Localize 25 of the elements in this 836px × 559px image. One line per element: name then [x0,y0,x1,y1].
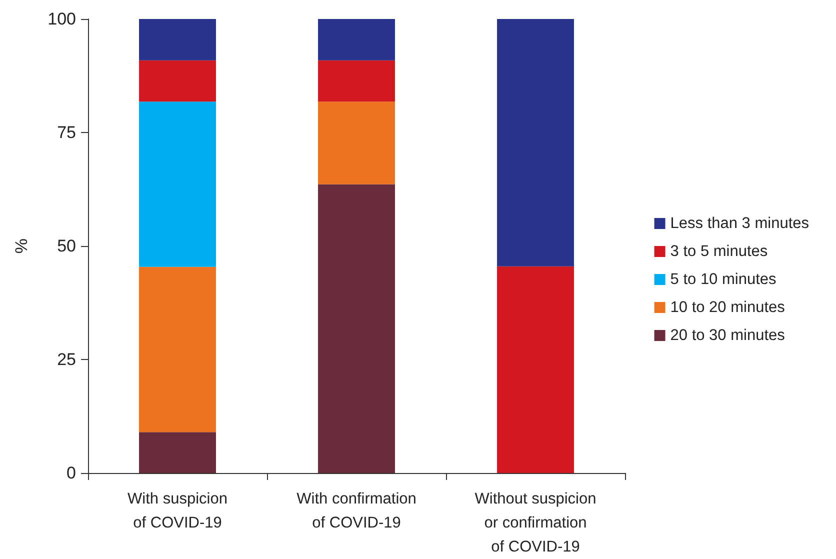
y-tick-label: 0 [66,464,76,482]
x-tick-label: Without suspicion or confirmation of COVID-19 [474,490,596,556]
bar [139,266,216,432]
bar [318,184,395,473]
legend-label: 5 to 10 minutes [670,271,777,288]
bar [318,19,395,60]
bar [139,60,216,102]
bar [318,102,395,184]
y-tick-label: 25 [57,350,76,369]
bar [139,19,216,60]
bar [497,19,574,266]
legend-label: 10 to 20 minutes [670,299,786,316]
y-tick-label: 75 [57,123,76,142]
bar [318,60,395,102]
y-axis-title: % [12,238,31,254]
bar [139,432,216,473]
x-tick-label: With confirmation of COVID-19 [296,490,416,532]
y-tick-label: 50 [57,236,76,256]
bar [497,266,574,473]
legend-label: Less than 3 minutes [670,215,810,232]
bar [139,102,216,267]
y-tick-label: 100 [48,10,76,28]
legend-label: 20 to 30 minutes [670,327,786,344]
legend-label: 3 to 5 minutes [670,243,768,260]
x-tick-label: With suspicion of COVID-19 [128,490,228,532]
